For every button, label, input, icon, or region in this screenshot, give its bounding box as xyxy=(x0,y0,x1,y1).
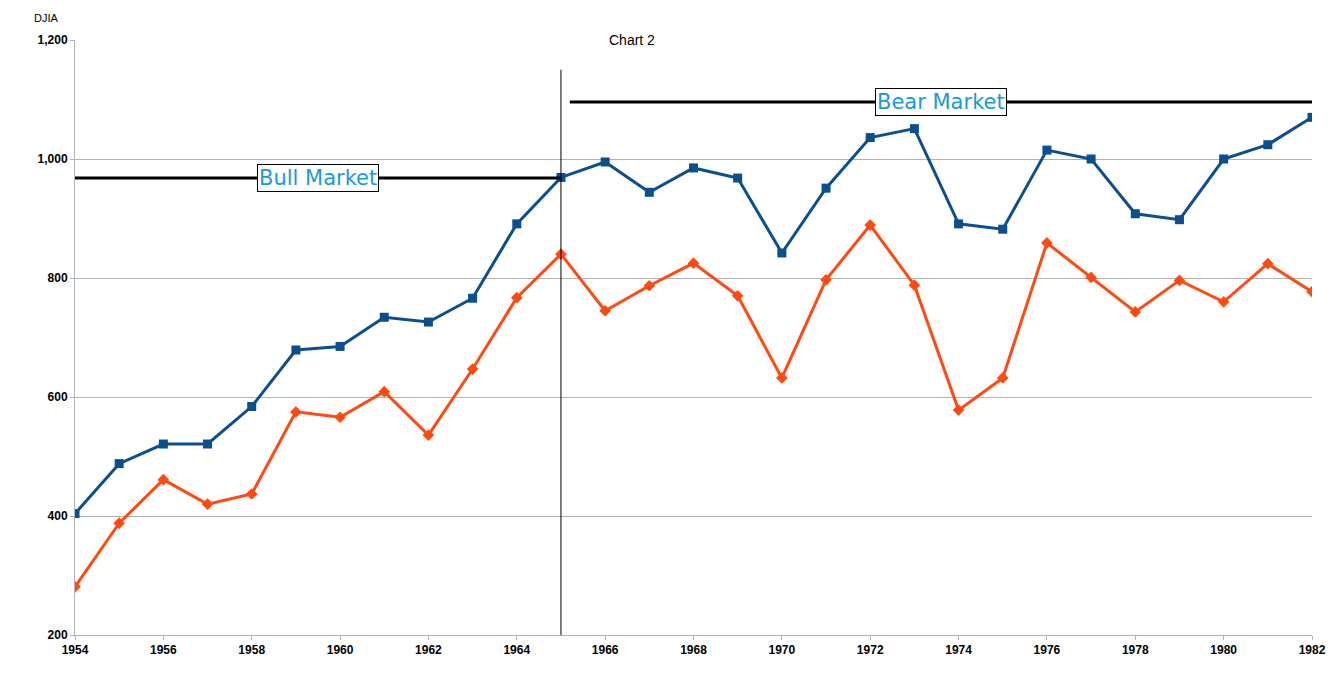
svg-text:1958: 1958 xyxy=(238,643,265,657)
svg-text:1980: 1980 xyxy=(1210,643,1237,657)
svg-text:1956: 1956 xyxy=(150,643,177,657)
svg-text:1982: 1982 xyxy=(1299,643,1326,657)
svg-text:1962: 1962 xyxy=(415,643,442,657)
svg-text:1960: 1960 xyxy=(327,643,354,657)
svg-text:1974: 1974 xyxy=(945,643,972,657)
svg-text:1972: 1972 xyxy=(857,643,884,657)
svg-text:Bear Market: Bear Market xyxy=(877,90,1005,114)
svg-text:800: 800 xyxy=(48,271,68,285)
svg-text:1968: 1968 xyxy=(680,643,707,657)
svg-text:1978: 1978 xyxy=(1122,643,1149,657)
svg-text:400: 400 xyxy=(48,509,68,523)
svg-text:Chart 2: Chart 2 xyxy=(609,32,655,48)
svg-text:1,000: 1,000 xyxy=(38,152,68,166)
svg-text:DJIA: DJIA xyxy=(34,12,59,24)
svg-text:1954: 1954 xyxy=(62,643,89,657)
svg-text:600: 600 xyxy=(48,390,68,404)
svg-text:200: 200 xyxy=(48,628,68,642)
svg-text:1,200: 1,200 xyxy=(38,33,68,47)
svg-text:1976: 1976 xyxy=(1034,643,1061,657)
svg-text:1964: 1964 xyxy=(503,643,530,657)
svg-text:Bull Market: Bull Market xyxy=(259,166,377,190)
svg-text:1966: 1966 xyxy=(592,643,619,657)
svg-text:1970: 1970 xyxy=(769,643,796,657)
